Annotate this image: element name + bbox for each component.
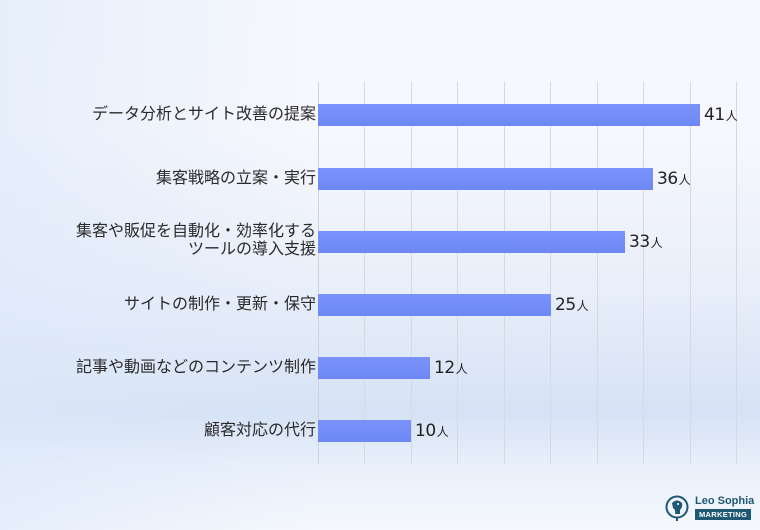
category-label: 集客戦略の立案・実行	[155, 168, 316, 187]
background-gradient	[0, 0, 320, 530]
gridline	[550, 82, 551, 464]
gridline	[457, 82, 458, 464]
gridline	[504, 82, 505, 464]
gridline	[597, 82, 598, 464]
value-label: 10人	[415, 421, 449, 441]
bar	[318, 420, 411, 442]
bar	[318, 231, 625, 253]
category-label: サイトの制作・更新・保守	[123, 294, 316, 313]
category-label: 集客や販促を自動化・効率化する ツールの導入支援	[75, 221, 316, 258]
bar	[318, 294, 551, 316]
y-axis-line	[318, 82, 319, 464]
gridline	[411, 82, 412, 464]
gridline	[364, 82, 365, 464]
gridline	[643, 82, 644, 464]
bar	[318, 104, 700, 126]
logo-name: Leo Sophia	[695, 495, 755, 507]
lion-head-icon	[665, 495, 689, 521]
category-label: 顧客対応の代行	[203, 420, 316, 439]
value-label: 36人	[657, 169, 691, 189]
category-label: 記事や動画などのコンテンツ制作	[75, 357, 316, 376]
bar	[318, 168, 653, 190]
brand-logo: Leo Sophia MARKETING	[664, 495, 756, 523]
gridline	[690, 82, 691, 464]
bar	[318, 357, 430, 379]
gridline	[736, 82, 737, 464]
value-label: 41人	[704, 105, 738, 125]
logo-tagline: MARKETING	[695, 509, 752, 520]
category-label: データ分析とサイト改善の提案	[91, 104, 316, 123]
value-label: 25人	[555, 295, 589, 315]
value-label: 33人	[629, 232, 663, 252]
value-label: 12人	[434, 358, 468, 378]
bar-chart-plot: 41人 36人 33人 25人 12人 10人	[318, 82, 738, 464]
